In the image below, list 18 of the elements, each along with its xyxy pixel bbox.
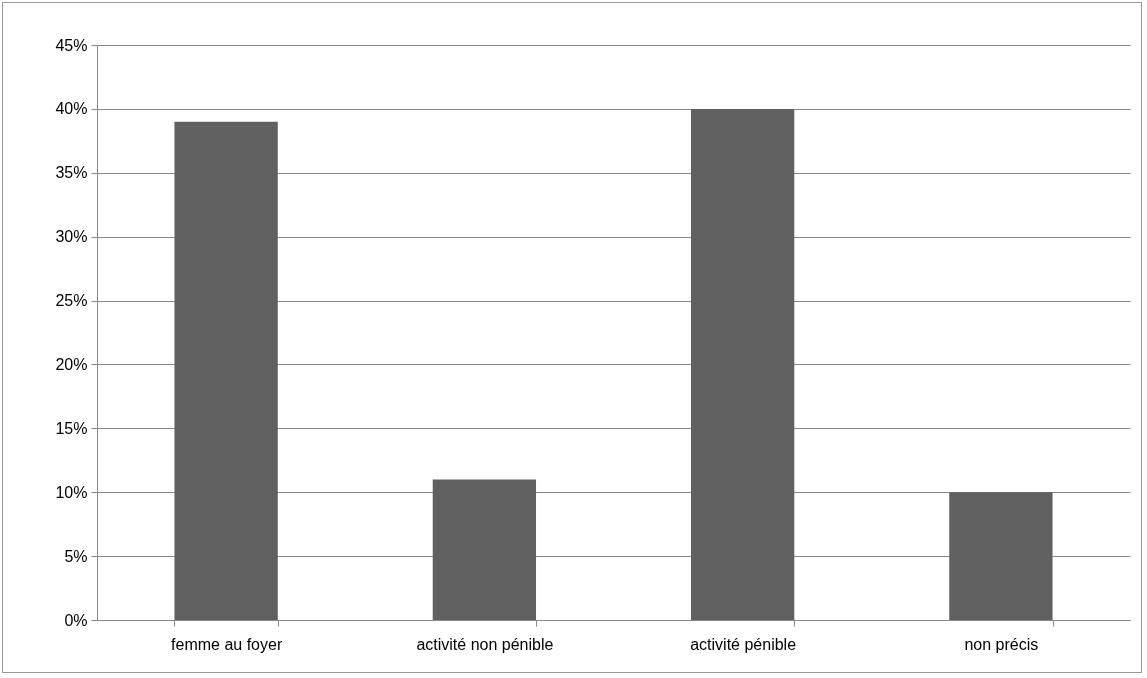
bar [690,108,795,620]
y-tick-label: 30% [55,228,88,246]
y-tick-label: 40% [55,100,88,118]
y-tick-label: 20% [55,355,88,373]
bar [949,492,1053,620]
bar [432,479,537,620]
y-tick-label: 15% [55,419,88,437]
y-tick-label: 5% [64,547,88,565]
y-tick-label: 25% [55,292,88,310]
x-tick-label: non précis [964,635,1039,653]
y-tick-label: 10% [55,483,88,501]
y-tick-label: 0% [64,611,88,629]
bar [174,121,278,620]
y-tick-label: 45% [55,36,88,54]
y-tick-label: 35% [55,164,88,182]
x-tick-label: femme au foyer [171,635,283,653]
x-tick-label: activité non pénible [416,635,554,653]
x-tick-label: activité pénible [690,635,797,653]
